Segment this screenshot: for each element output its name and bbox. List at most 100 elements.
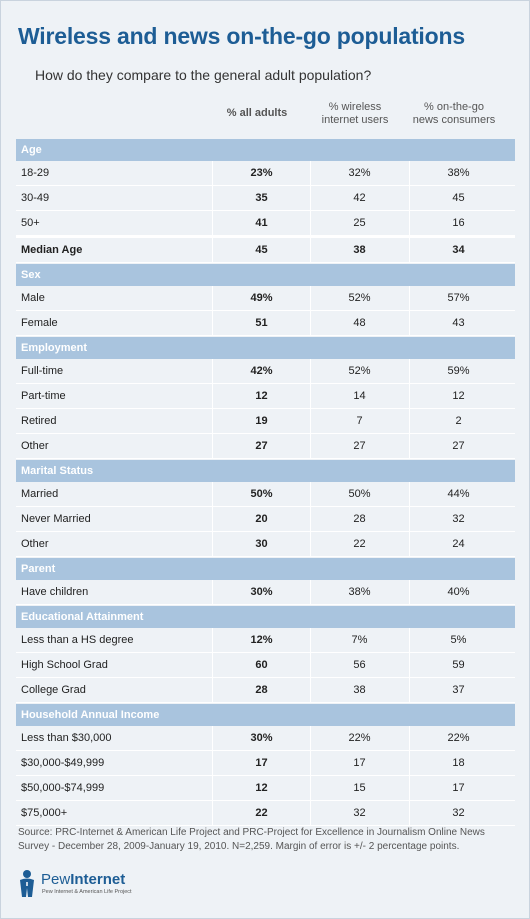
row-label: Have children [21, 586, 89, 598]
row-label: Median Age [21, 244, 83, 256]
section-header: Educational Attainment [16, 606, 515, 628]
value-cell: 12% [212, 628, 310, 652]
row-label: Other [21, 538, 49, 550]
table-row: Other 27 27 27 [16, 434, 515, 459]
logo-word-pew: Pew [41, 871, 71, 888]
row-label: $30,000-$49,999 [21, 757, 105, 769]
table-row: Married 50% 50% 44% [16, 482, 515, 507]
value-cell: 38 [310, 238, 408, 262]
column-header-line: % on-the-go [424, 101, 484, 113]
row-label: Less than a HS degree [21, 634, 134, 646]
value-cell: 19 [212, 409, 310, 433]
table-row: 30-49 35 42 45 [16, 186, 515, 211]
source-note: Source: PRC-Internet & American Life Pro… [18, 827, 485, 852]
value-cell: 22% [310, 726, 408, 750]
table-row: Have children 30% 38% 40% [16, 580, 515, 605]
section-header: Employment [16, 337, 515, 359]
value-cell: 38 [310, 678, 408, 702]
value-cell: 27 [409, 434, 507, 458]
value-cell: 30 [212, 532, 310, 556]
logo-tagline: Pew Internet & American Life Project [42, 889, 132, 895]
pew-person-icon [20, 870, 34, 897]
row-label: Full-time [21, 365, 64, 377]
table-row: $75,000+ 22 32 32 [16, 801, 515, 826]
table-row: Never Married 20 28 32 [16, 507, 515, 532]
column-header-news-consumers: % on-the-go news consumers [394, 101, 514, 127]
table-row: Retired 19 7 2 [16, 409, 515, 434]
value-cell: 12 [212, 776, 310, 800]
row-label: Part-time [21, 390, 66, 402]
value-cell: 48 [310, 311, 408, 335]
row-label: College Grad [21, 684, 86, 696]
value-cell: 52% [310, 286, 408, 310]
column-header-all-adults: % all adults [226, 107, 288, 119]
logo-word-internet: Internet [70, 871, 126, 888]
value-cell: 16 [409, 211, 507, 235]
value-cell: 24 [409, 532, 507, 556]
row-label: 30-49 [21, 192, 50, 204]
value-cell: 7% [310, 628, 408, 652]
value-cell: 44% [409, 482, 507, 506]
table-row: College Grad 28 38 37 [16, 678, 515, 703]
value-cell: 43 [409, 311, 507, 335]
row-label: Less than $30,000 [21, 732, 112, 744]
section-header: Household Annual Income [16, 704, 515, 726]
value-cell: 50% [212, 482, 310, 506]
value-cell: 50% [310, 482, 408, 506]
value-cell: 25 [310, 211, 408, 235]
table-row: Less than $30,000 30% 22% 22% [16, 726, 515, 751]
value-cell: 17 [310, 751, 408, 775]
value-cell: 32 [409, 507, 507, 531]
value-cell: 28 [212, 678, 310, 702]
table-row: Less than a HS degree 12% 7% 5% [16, 628, 515, 653]
table-row: 18-29 23% 32% 38% [16, 161, 515, 186]
logo-wordmark: PewInternet [41, 871, 125, 888]
value-cell: 37 [409, 678, 507, 702]
value-cell: 27 [310, 434, 408, 458]
value-cell: 60 [212, 653, 310, 677]
value-cell: 22 [310, 532, 408, 556]
value-cell: 59 [409, 653, 507, 677]
row-label: Retired [21, 415, 57, 427]
table-row: Median Age 45 38 34 [16, 236, 515, 263]
value-cell: 30% [212, 580, 310, 604]
chart-title: Wireless and news on-the-go populations [18, 23, 465, 49]
row-label: 50+ [21, 217, 40, 229]
value-cell: 22 [212, 801, 310, 825]
value-cell: 15 [310, 776, 408, 800]
data-table: Age 18-29 23% 32% 38% 30-49 35 42 45 50+ 41 25 16 Med… [16, 138, 515, 826]
value-cell: 14 [310, 384, 408, 408]
value-cell: 52% [310, 359, 408, 383]
value-cell: 30% [212, 726, 310, 750]
column-header-line: news consumers [412, 114, 496, 126]
value-cell: 42 [310, 186, 408, 210]
row-label: Female [21, 317, 58, 329]
value-cell: 27 [212, 434, 310, 458]
row-label: Other [21, 440, 49, 452]
value-cell: 32 [409, 801, 507, 825]
row-label: Married [21, 488, 59, 500]
value-cell: 49% [212, 286, 310, 310]
table-row: Female 51 48 43 [16, 311, 515, 336]
value-cell: 5% [409, 628, 507, 652]
section-header: Parent [16, 558, 515, 580]
row-label: High School Grad [21, 659, 108, 671]
row-label: Male [21, 292, 45, 304]
value-cell: 41 [212, 211, 310, 235]
value-cell: 38% [409, 161, 507, 185]
value-cell: 45 [409, 186, 507, 210]
value-cell: 20 [212, 507, 310, 531]
row-label: $75,000+ [21, 807, 68, 819]
value-cell: 22% [409, 726, 507, 750]
value-cell: 51 [212, 311, 310, 335]
value-cell: 7 [310, 409, 408, 433]
section-header: Sex [16, 264, 515, 286]
value-cell: 28 [310, 507, 408, 531]
table-row: 50+ 41 25 16 [16, 211, 515, 236]
table-row: $30,000-$49,999 17 17 18 [16, 751, 515, 776]
table-row: $50,000-$74,999 12 15 17 [16, 776, 515, 801]
value-cell: 40% [409, 580, 507, 604]
row-label: Never Married [21, 513, 91, 525]
value-cell: 18 [409, 751, 507, 775]
